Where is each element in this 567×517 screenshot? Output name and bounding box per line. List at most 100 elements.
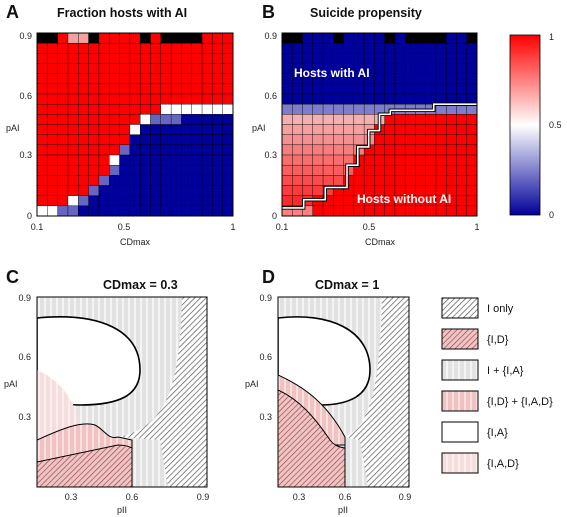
heatmap-cell <box>47 42 58 54</box>
heatmap-cell <box>57 124 69 135</box>
heatmap-cell <box>150 42 162 54</box>
panel-b-axes: 0.9 0.6 0.3 0 0.1 0.5 1 CDmax pAI Hosts … <box>252 31 480 247</box>
heatmap-cell <box>363 83 375 95</box>
heatmap-cell <box>109 164 120 176</box>
heatmap-cell <box>212 83 223 95</box>
panel-c-plot: 0.9 0.6 0.3 0.3 0.6 0.9 pII pAI <box>4 293 209 515</box>
heatmap-cell <box>446 114 457 125</box>
heatmap-cell <box>343 42 355 54</box>
heatmap-cell <box>160 63 172 74</box>
heatmap-cell <box>435 205 447 217</box>
heatmap-cell <box>363 154 375 166</box>
heatmap-cell <box>191 73 203 85</box>
heatmap-cell <box>78 42 89 54</box>
heatmap-cell <box>88 114 100 125</box>
panel-d-xlabel: pII <box>338 505 348 515</box>
heatmap-cell <box>160 32 172 44</box>
heatmap-cell <box>425 205 437 217</box>
heatmap-cell <box>57 63 69 74</box>
heatmap-cell <box>47 32 58 44</box>
heatmap-cell <box>312 114 324 125</box>
heatmap-cell <box>312 93 324 105</box>
heatmap-cell <box>201 73 213 85</box>
heatmap-cell <box>129 103 141 115</box>
heatmap-cell <box>322 53 334 64</box>
heatmap-cell <box>150 185 162 196</box>
heatmap-cell <box>170 134 182 146</box>
panel-c-frame <box>36 296 208 488</box>
heatmap-cell <box>47 83 58 95</box>
heatmap-cell <box>212 164 223 176</box>
heatmap-cell <box>435 134 447 146</box>
heatmap-cell <box>57 73 69 85</box>
heatmap-cell <box>78 114 89 125</box>
heatmap-cell <box>57 175 69 186</box>
heatmap-cell <box>119 164 131 176</box>
heatmap-cell <box>212 32 223 44</box>
heatmap-cell <box>384 53 396 64</box>
heatmap-cell <box>98 154 110 166</box>
heatmap-cell <box>466 144 478 156</box>
panel-b-ylabel: pAI <box>252 123 266 133</box>
heatmap-cell <box>333 103 344 115</box>
heatmap-cell <box>404 205 416 217</box>
heatmap-cell <box>191 154 203 166</box>
heatmap-cell <box>78 53 89 64</box>
heatmap-cell <box>47 63 58 74</box>
heatmap-cell <box>139 63 151 74</box>
heatmap-cell <box>456 195 468 207</box>
heatmap-cell <box>78 195 89 207</box>
heatmap-cell <box>312 144 324 156</box>
heatmap-cell <box>446 53 457 64</box>
heatmap-cell <box>404 42 416 54</box>
heatmap-cell <box>374 32 385 44</box>
panel-d-ytick: 0.3 <box>259 412 272 422</box>
heatmap-cell <box>404 53 416 64</box>
heatmap-cell <box>109 185 120 196</box>
panel-b-ytick: 0.6 <box>264 91 277 101</box>
heatmap-cell <box>67 144 79 156</box>
heatmap-cell <box>446 83 457 95</box>
heatmap-cell <box>322 124 334 135</box>
heatmap-cell <box>160 53 172 64</box>
heatmap-cell <box>160 175 172 186</box>
heatmap-cell <box>394 205 406 217</box>
heatmap-cell <box>456 114 468 125</box>
legend-swatch <box>441 452 479 474</box>
heatmap-cell <box>109 175 120 186</box>
heatmap-cell <box>292 124 303 135</box>
panel-a-ytick: 0.9 <box>19 31 32 41</box>
heatmap-cell <box>394 134 406 146</box>
heatmap-cell <box>353 83 365 95</box>
panel-c-ylabel: pAI <box>4 379 18 389</box>
heatmap-cell <box>394 32 406 44</box>
heatmap-cell <box>302 114 314 125</box>
heatmap-cell <box>129 73 141 85</box>
heatmap-cell <box>456 124 468 135</box>
panel-a-ytick: 0 <box>27 211 32 221</box>
legend: I only {I,D} I + {I,A} {I,D} + {I,A,D} {I,A}… <box>441 297 553 474</box>
heatmap-cell <box>201 134 213 146</box>
heatmap-cell <box>98 32 110 44</box>
heatmap-cell <box>292 93 303 105</box>
heatmap-cell <box>343 53 355 64</box>
heatmap-cell <box>212 185 223 196</box>
heatmap-cell <box>343 83 355 95</box>
heatmap-cell <box>466 63 478 74</box>
heatmap-cell <box>466 195 478 207</box>
heatmap-cell <box>119 124 131 135</box>
heatmap-cell <box>57 195 69 207</box>
heatmap-cell <box>435 144 447 156</box>
heatmap-cell <box>435 175 447 186</box>
panel-c-xlabel: pII <box>117 505 127 515</box>
heatmap-cell <box>191 144 203 156</box>
heatmap-cell <box>363 93 375 105</box>
heatmap-cell <box>160 154 172 166</box>
heatmap-cell <box>109 83 120 95</box>
heatmap-cell <box>343 93 355 105</box>
heatmap-cell <box>212 124 223 135</box>
heatmap-cell <box>98 53 110 64</box>
heatmap-cell <box>139 103 151 115</box>
heatmap-cell <box>78 164 89 176</box>
heatmap-cell <box>67 42 79 54</box>
